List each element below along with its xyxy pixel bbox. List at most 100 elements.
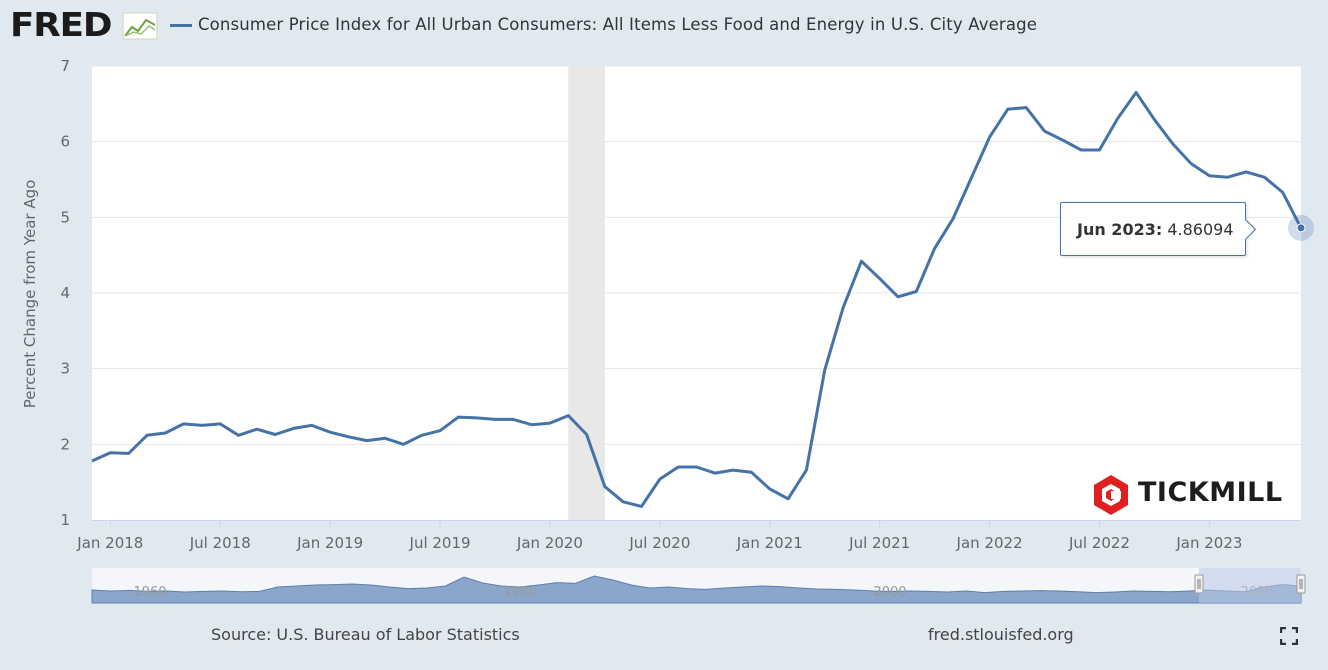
series-layer	[91, 91, 1303, 508]
data-point	[107, 450, 113, 456]
data-point	[254, 426, 260, 432]
point-layer[interactable]	[89, 89, 1314, 509]
x-tick-label: Jul 2021	[848, 534, 910, 552]
legend-series-line	[170, 24, 192, 27]
data-point	[767, 486, 773, 492]
data-point	[1133, 89, 1139, 95]
navigator-area	[91, 575, 1302, 604]
data-point	[584, 431, 590, 437]
data-point	[199, 422, 205, 428]
data-point	[840, 305, 846, 311]
x-tick-label: Jul 2019	[409, 534, 471, 552]
data-point	[822, 367, 828, 373]
fred-url[interactable]: fred.stlouisfed.org	[928, 625, 1074, 644]
data-point	[1042, 128, 1048, 134]
y-tick-label: 7	[60, 57, 70, 75]
data-point	[291, 425, 297, 431]
x-tick-label: Jul 2018	[189, 534, 251, 552]
data-point	[89, 458, 95, 464]
data-point	[785, 496, 791, 502]
data-point	[987, 134, 993, 140]
data-point	[968, 175, 974, 181]
data-point	[675, 464, 681, 470]
x-tick-labels: Jan 2018 Jul 2018 Jan 2019 Jul 2019 Jan 2020…	[76, 520, 1242, 552]
navigator-handle	[1194, 574, 1204, 594]
data-point	[419, 432, 425, 438]
chart-title: Consumer Price Index for All Urban Consu…	[198, 15, 1038, 34]
data-point	[1170, 141, 1176, 147]
data-point	[1206, 173, 1212, 179]
x-tick-label: Jan 2023	[1175, 534, 1242, 552]
y-tick-label: 3	[60, 360, 70, 378]
tickmill-watermark: TICKMILL	[1092, 474, 1302, 516]
tooltip-value: 4.86094	[1167, 220, 1234, 239]
data-point	[364, 438, 370, 444]
navigator-label: 1980	[503, 585, 536, 600]
data-point	[1115, 115, 1121, 121]
data-point	[1060, 137, 1066, 143]
data-point	[1005, 106, 1011, 112]
data-point	[913, 288, 919, 294]
data-point	[126, 450, 132, 456]
data-point	[1280, 189, 1286, 195]
data-point	[932, 245, 938, 251]
data-point	[639, 503, 645, 509]
data-point	[877, 276, 883, 282]
data-point	[382, 435, 388, 441]
data-point	[565, 413, 571, 419]
recession-band	[568, 66, 605, 520]
fullscreen-icon[interactable]	[1280, 627, 1298, 645]
data-point	[455, 414, 461, 420]
y-tick-label: 4	[60, 284, 70, 302]
data-point	[620, 499, 626, 505]
navigator-label: 1960	[133, 585, 166, 600]
tooltip-text: Jun 2023: 4.86094	[1077, 220, 1234, 239]
y-tick-label: 6	[60, 133, 70, 151]
data-point	[162, 430, 168, 436]
tickmill-text: TICKMILL	[1138, 477, 1283, 508]
x-tick-label: Jan 2020	[516, 534, 583, 552]
data-point	[181, 421, 187, 427]
data-point	[712, 470, 718, 476]
data-point	[1188, 161, 1194, 167]
trend-chart-icon	[122, 12, 158, 40]
source-note: Source: U.S. Bureau of Labor Statistics	[211, 625, 520, 644]
data-point	[309, 422, 315, 428]
data-point	[217, 421, 223, 427]
data-point	[437, 428, 443, 434]
data-point	[1023, 105, 1029, 111]
data-point	[803, 467, 809, 473]
fred-logo[interactable]: FRED	[10, 5, 112, 44]
data-point	[1225, 174, 1231, 180]
data-point	[1261, 174, 1267, 180]
data-point	[474, 415, 480, 421]
data-point	[547, 420, 553, 426]
recession-shade	[568, 66, 605, 520]
data-point	[950, 216, 956, 222]
navigator[interactable]: 1960198020002020	[91, 568, 1306, 604]
tooltip-date: Jun 2023:	[1077, 220, 1163, 239]
y-tick-labels: 1 2 3 4 5 6 7	[60, 57, 70, 529]
data-point	[1243, 169, 1249, 175]
data-point	[1078, 147, 1084, 153]
data-point	[510, 416, 516, 422]
data-point	[895, 294, 901, 300]
data-point	[327, 429, 333, 435]
navigator-label: 2000	[873, 585, 906, 600]
data-point	[748, 469, 754, 475]
navigator-handle	[1296, 574, 1306, 594]
x-tick-label: Jul 2022	[1068, 534, 1130, 552]
series-line	[91, 91, 1303, 508]
data-point	[1097, 147, 1103, 153]
data-point	[272, 431, 278, 437]
x-tick-label: Jan 2022	[956, 534, 1023, 552]
data-point	[236, 432, 242, 438]
data-point	[529, 422, 535, 428]
tickmill-hexagon-icon	[1094, 475, 1128, 515]
y-tick-label: 5	[60, 208, 70, 226]
data-point	[144, 432, 150, 438]
x-tick-label: Jan 2021	[736, 534, 803, 552]
data-point	[602, 484, 608, 490]
y-tick-label: 2	[60, 435, 70, 453]
